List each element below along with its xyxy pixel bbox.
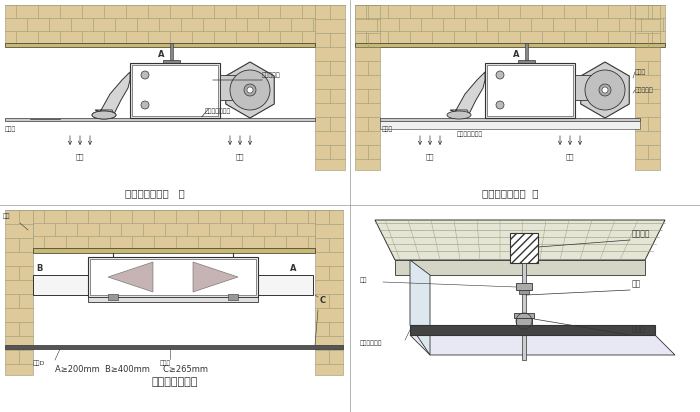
Bar	[525, 43, 528, 63]
Bar	[258, 275, 313, 295]
Bar	[315, 210, 343, 375]
Text: 出风: 出风	[76, 153, 84, 159]
Text: A: A	[290, 264, 297, 273]
Text: 天花板: 天花板	[160, 360, 172, 365]
Polygon shape	[108, 262, 153, 292]
Bar	[90, 259, 256, 295]
Bar	[163, 60, 180, 65]
Bar	[635, 5, 660, 170]
Polygon shape	[581, 62, 629, 118]
Polygon shape	[375, 220, 665, 260]
Bar	[380, 121, 640, 129]
Text: A≥200mm  B≥400mm     C≥265mm: A≥200mm B≥400mm C≥265mm	[55, 365, 208, 374]
Bar	[380, 118, 640, 121]
Bar	[88, 297, 258, 302]
Polygon shape	[193, 262, 238, 292]
Bar	[5, 210, 33, 375]
Text: 回风: 回风	[566, 153, 574, 159]
Circle shape	[602, 87, 608, 93]
Text: 机组吊装示意图   一: 机组吊装示意图 一	[125, 188, 185, 198]
Bar	[355, 43, 665, 47]
Text: 回风格栅带过滤: 回风格栅带过滤	[457, 131, 483, 137]
Circle shape	[141, 71, 149, 79]
Text: 吊杆: 吊杆	[632, 279, 641, 288]
Text: 电气接线盒: 电气接线盒	[262, 73, 281, 78]
Text: 风机盘管机组: 风机盘管机组	[360, 340, 382, 346]
Text: 机组吊装示意图  二: 机组吊装示意图 二	[482, 188, 538, 198]
Bar	[88, 257, 258, 297]
Bar	[33, 275, 88, 295]
Bar	[355, 5, 380, 170]
Text: 螺母: 螺母	[360, 277, 368, 283]
Text: 槽钢D: 槽钢D	[33, 360, 46, 365]
Text: 回风: 回风	[236, 153, 244, 159]
Bar	[170, 43, 173, 63]
Bar	[487, 65, 573, 116]
Bar	[514, 313, 534, 318]
Bar	[130, 63, 220, 118]
Text: A: A	[158, 50, 164, 59]
Text: 天花板: 天花板	[5, 126, 16, 131]
Bar	[132, 65, 218, 116]
Polygon shape	[226, 62, 274, 118]
Text: 天花板: 天花板	[382, 126, 393, 131]
Text: 回风盖: 回风盖	[635, 69, 646, 75]
Text: A: A	[513, 50, 519, 59]
Circle shape	[599, 84, 611, 96]
Circle shape	[244, 84, 256, 96]
Polygon shape	[395, 260, 645, 275]
Polygon shape	[95, 72, 130, 114]
Text: 平垫片: 平垫片	[632, 324, 646, 333]
Bar	[485, 63, 575, 118]
Ellipse shape	[447, 111, 471, 119]
Text: 回风格栅带过滤: 回风格栅带过滤	[205, 108, 231, 114]
Bar	[5, 345, 343, 349]
Text: B: B	[36, 264, 43, 273]
Circle shape	[230, 70, 270, 110]
Bar	[410, 325, 655, 335]
Text: 出风: 出风	[426, 153, 434, 159]
Circle shape	[585, 70, 625, 110]
Polygon shape	[410, 260, 430, 355]
Bar	[5, 43, 315, 47]
Bar	[33, 210, 315, 248]
Bar	[33, 248, 315, 253]
Text: 安装位置示意图: 安装位置示意图	[152, 377, 198, 387]
Circle shape	[496, 71, 504, 79]
Circle shape	[141, 101, 149, 109]
Bar	[575, 75, 593, 100]
Bar	[5, 5, 315, 43]
Circle shape	[247, 87, 253, 93]
Bar	[519, 290, 529, 294]
Bar	[228, 294, 238, 300]
Text: 槽钢: 槽钢	[3, 213, 10, 219]
Ellipse shape	[92, 111, 116, 119]
Bar	[355, 5, 665, 43]
Bar	[315, 5, 345, 170]
Bar	[522, 263, 526, 360]
Bar	[518, 60, 535, 65]
Bar	[108, 294, 118, 300]
Text: 膨胀螺栓: 膨胀螺栓	[632, 229, 650, 238]
Circle shape	[496, 101, 504, 109]
Polygon shape	[410, 335, 675, 355]
Bar	[220, 75, 238, 100]
Text: 电气接线盒: 电气接线盒	[635, 87, 654, 93]
Bar	[516, 318, 532, 325]
Text: C: C	[320, 296, 326, 305]
Bar	[5, 118, 315, 121]
Bar	[516, 283, 532, 290]
Polygon shape	[450, 72, 485, 114]
Bar	[510, 233, 538, 263]
